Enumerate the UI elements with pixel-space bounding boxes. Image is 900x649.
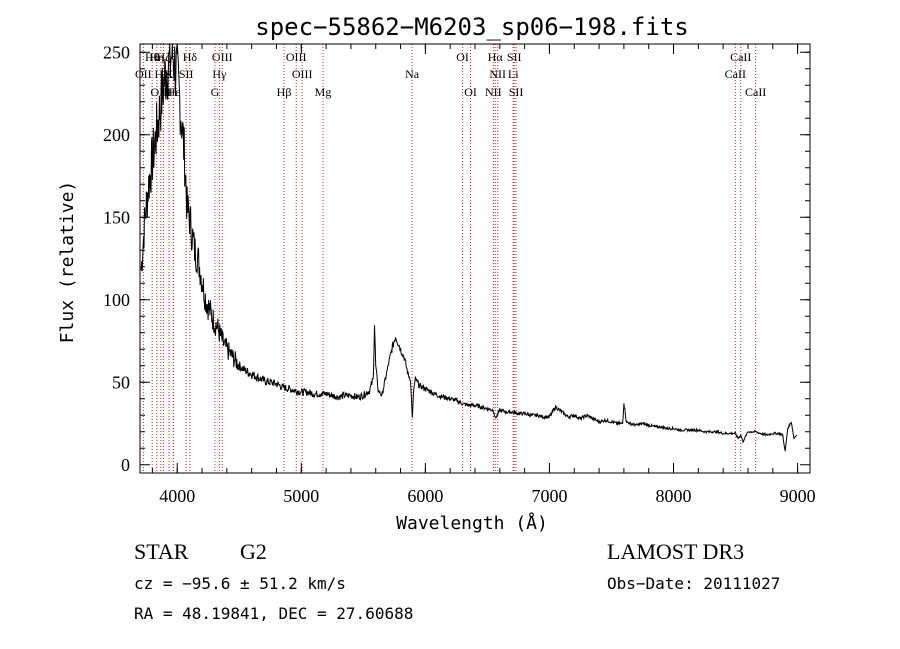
y-tick-label: 250 bbox=[103, 42, 130, 62]
x-axis-label: Wavelength (Å) bbox=[396, 512, 548, 534]
spectral-line-label-12: K bbox=[165, 67, 174, 81]
spectral-line-label-7: Hα bbox=[488, 50, 504, 64]
observation-date: Obs−Date: 20111027 bbox=[607, 574, 781, 593]
survey-name: LAMOST DR3 bbox=[607, 539, 745, 564]
spectral-line-label-28: SII bbox=[509, 85, 524, 99]
y-axis-label: Flux (relative) bbox=[57, 181, 78, 344]
spectral-line-label-18: Li bbox=[508, 67, 519, 81]
spectral-line-label-6: OI bbox=[456, 50, 469, 64]
y-tick-label: 150 bbox=[103, 207, 130, 227]
spectral-line-label-16: Na bbox=[405, 67, 420, 81]
x-tick-label: 8000 bbox=[656, 486, 692, 506]
spectral-line-label-4: OIII bbox=[212, 50, 233, 64]
spectral-line-label-25: Mg bbox=[315, 85, 332, 99]
redshift-velocity: cz = −95.6 ± 51.2 km/s bbox=[134, 574, 346, 593]
spectral-line-label-9: CaII bbox=[730, 50, 751, 64]
y-tick-label: 200 bbox=[103, 125, 130, 145]
spectral-line-label-24: Hβ bbox=[277, 85, 292, 99]
spectral-line-label-8: SII bbox=[507, 50, 522, 64]
plot-frame bbox=[139, 43, 811, 474]
spectral-line-label-29: CaII bbox=[745, 85, 766, 99]
y-tick-label: 100 bbox=[103, 290, 130, 310]
spectral-line-label-14: Hγ bbox=[212, 67, 227, 81]
spectral-line-label-10: OII bbox=[135, 67, 152, 81]
x-tick-label: 9000 bbox=[780, 486, 816, 506]
chart-title: spec−55862−M6203_sp06−198.fits bbox=[255, 13, 688, 41]
spectral-line-label-22: H bbox=[169, 85, 178, 99]
spectral-line-label-26: OI bbox=[464, 85, 477, 99]
spectral-line-label-0: Hθ bbox=[145, 50, 160, 64]
spectral-line-label-13: SII bbox=[179, 67, 194, 81]
y-tick-label: 0 bbox=[121, 455, 130, 475]
flux-series-line bbox=[140, 43, 797, 452]
y-tick-label: 50 bbox=[112, 372, 130, 392]
spectral-line-label-19: CaII bbox=[725, 67, 746, 81]
axis-ticks: 4000 5000 6000 7000 8000 9000 0 50 100 150 200 250 bbox=[103, 42, 816, 506]
x-tick-label: 6000 bbox=[407, 486, 443, 506]
spectral-line-label-27: NII bbox=[485, 85, 502, 99]
x-tick-label: 5000 bbox=[283, 486, 319, 506]
spectral-line-label-3: Hδ bbox=[183, 50, 198, 64]
x-tick-label: 4000 bbox=[159, 486, 195, 506]
object-type: STAR bbox=[134, 539, 189, 564]
spectral-line-label-23: G bbox=[211, 85, 220, 99]
sky-coordinates: RA = 48.19841, DEC = 27.60688 bbox=[134, 604, 414, 623]
spectral-line-label-17: NII bbox=[489, 67, 506, 81]
spectral-line-label-5: OIII bbox=[286, 50, 307, 64]
object-subclass: G2 bbox=[240, 539, 267, 564]
spectral-line-label-15: OIII bbox=[292, 67, 313, 81]
x-tick-label: 7000 bbox=[531, 486, 567, 506]
